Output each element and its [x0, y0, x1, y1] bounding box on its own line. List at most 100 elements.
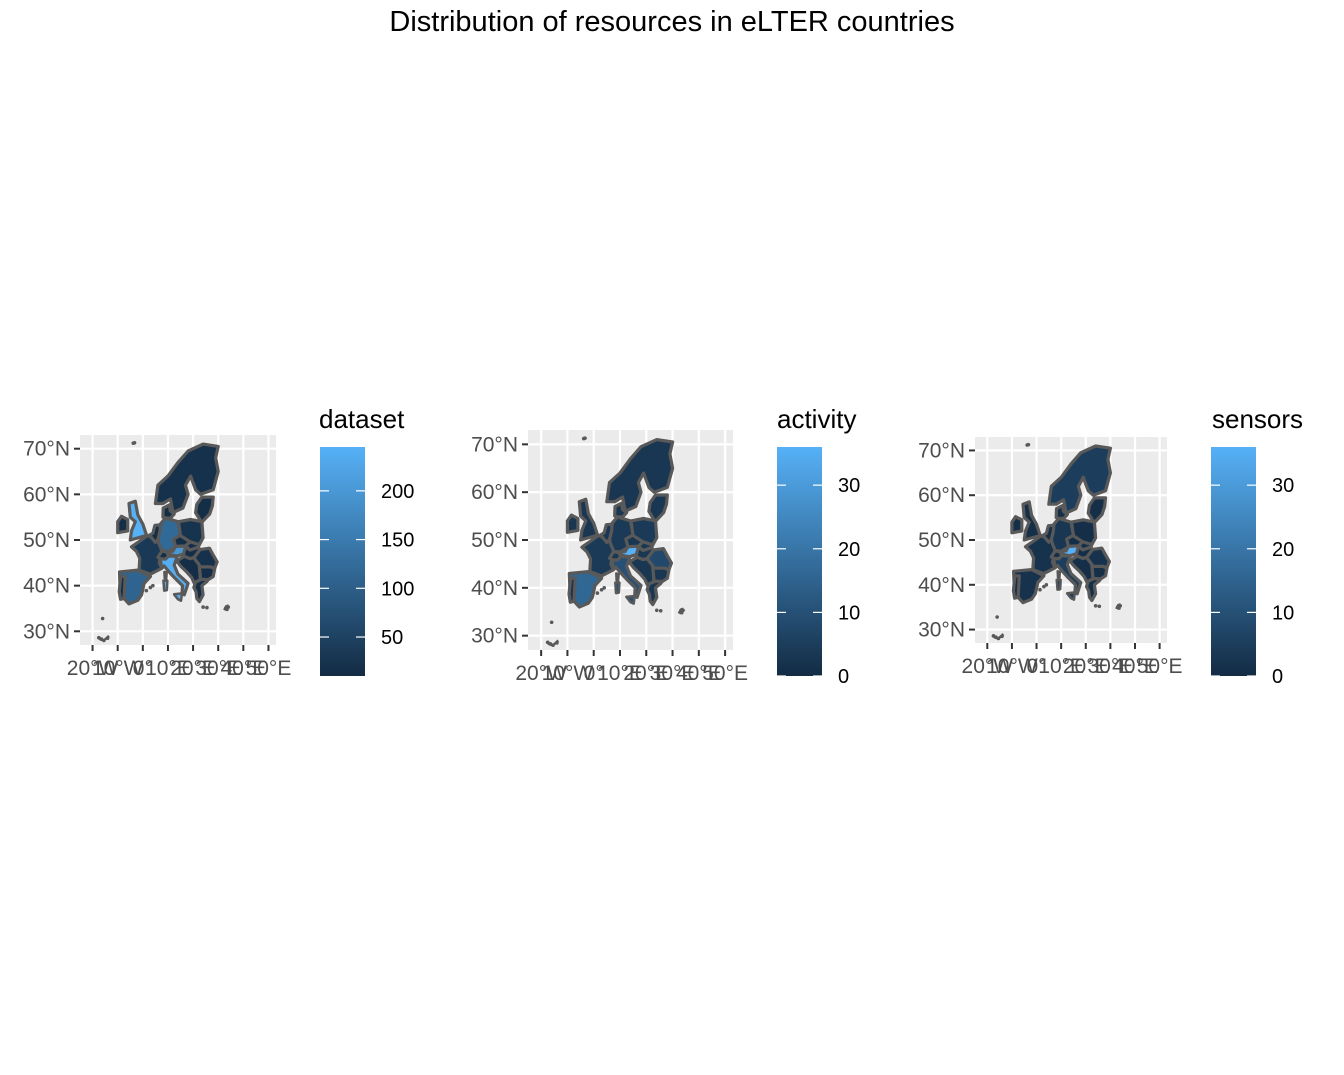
- island-cyprus: [677, 607, 685, 615]
- country-ch: [156, 549, 171, 561]
- lon-tick-label: 20°E: [623, 662, 669, 685]
- country-uk: [1021, 500, 1042, 542]
- island-corsica: [615, 572, 620, 583]
- country-benelux: [1041, 523, 1056, 544]
- island-sicily: [1065, 591, 1077, 601]
- island-dot: [1093, 604, 1098, 608]
- country-benelux: [598, 522, 614, 545]
- island-corsica: [1056, 570, 1062, 580]
- lon-tick-label: 0°: [1026, 655, 1046, 678]
- island-dot: [132, 440, 137, 445]
- lon-tick-label: 40°E: [676, 662, 722, 685]
- legend-label: 0: [838, 666, 849, 688]
- legend-label: 30: [1272, 475, 1294, 497]
- country-ie: [1010, 515, 1024, 535]
- lon-tick-label: 30°E: [195, 657, 241, 680]
- lat-tick-label: 50°N: [471, 529, 518, 552]
- legend-label: 20: [838, 539, 860, 561]
- lon-tick-label: 0°: [133, 657, 153, 680]
- lon-tick-label: 10°E: [597, 662, 643, 685]
- legend-title: sensors: [1212, 404, 1303, 434]
- legend-label: 50: [381, 627, 403, 649]
- lon-tick-label: 50°E: [1137, 655, 1183, 678]
- island-dot: [151, 583, 155, 588]
- lon-tick-label: 50°E: [246, 657, 292, 680]
- map-panel-sensors: 70°N60°N50°N40°N30°N20°W10°W0°10°E20°E30…: [918, 404, 1303, 688]
- page-title: Distribution of resources in eLTER count…: [389, 6, 955, 38]
- legend-label: 20: [1272, 539, 1294, 561]
- island-dot: [602, 586, 607, 590]
- legend-title: activity: [777, 404, 856, 434]
- lon-tick-label: 50°E: [702, 662, 748, 685]
- lat-tick-label: 70°N: [918, 439, 965, 462]
- lat-tick-label: 60°N: [23, 483, 70, 506]
- island-canaries: [545, 639, 560, 647]
- lon-tick-label: 0°: [584, 662, 604, 685]
- lat-tick-label: 40°N: [23, 575, 70, 598]
- country-it: [158, 554, 190, 597]
- island-canaries: [96, 635, 110, 642]
- lat-tick-label: 60°N: [471, 481, 518, 504]
- country-baltic: [194, 495, 215, 524]
- island-dot: [654, 608, 659, 613]
- lon-tick-label: 20°W: [962, 655, 1014, 678]
- lon-tick-label: 40°E: [1112, 655, 1158, 678]
- legend-label: 150: [381, 530, 414, 552]
- country-gr: [1084, 576, 1103, 603]
- lat-tick-label: 30°N: [471, 625, 518, 648]
- island-dot: [599, 587, 604, 592]
- legend-label: 200: [381, 481, 414, 503]
- island-dot: [1044, 582, 1049, 587]
- country-pt: [1011, 574, 1021, 600]
- lat-tick-label: 70°N: [471, 433, 518, 456]
- country-ch: [607, 549, 623, 562]
- country-dk: [161, 503, 176, 520]
- legend-label: 10: [1272, 602, 1294, 624]
- country-nordic: [153, 442, 220, 515]
- lon-tick-label: 20°W: [515, 662, 567, 685]
- island-sardinia: [614, 581, 621, 595]
- lat-tick-label: 70°N: [23, 438, 70, 461]
- legend-label: 30: [838, 475, 860, 497]
- island-dot: [1038, 587, 1042, 592]
- island-dot: [549, 620, 554, 625]
- legend-colorbar: [320, 447, 365, 676]
- island-dot: [205, 605, 209, 610]
- island-dot: [201, 605, 205, 609]
- island-dot: [995, 615, 999, 619]
- island-dot: [144, 588, 149, 593]
- island-dot: [1026, 442, 1031, 447]
- country-nordic: [605, 438, 675, 513]
- lon-tick-label: 10°W: [92, 657, 144, 680]
- island-sardinia: [1055, 578, 1062, 591]
- lon-tick-label: 10°W: [986, 655, 1038, 678]
- lat-tick-label: 40°N: [918, 574, 965, 597]
- island-dot: [658, 608, 663, 613]
- country-baltic: [647, 493, 669, 523]
- island-sardinia: [162, 579, 169, 592]
- lon-tick-label: 20°W: [67, 657, 119, 680]
- lat-tick-label: 30°N: [23, 620, 70, 643]
- lon-tick-label: 10°E: [1038, 655, 1084, 678]
- country-uk: [127, 499, 149, 542]
- island-sicily: [172, 592, 184, 602]
- country-ie: [116, 514, 130, 535]
- island-dot: [595, 591, 600, 595]
- island-dot: [100, 616, 105, 621]
- island-dot: [1097, 604, 1102, 609]
- lat-tick-label: 50°N: [918, 529, 965, 552]
- lat-tick-label: 50°N: [23, 529, 70, 552]
- lat-tick-label: 40°N: [471, 577, 518, 600]
- country-gr: [192, 577, 210, 604]
- legend-label: 0: [1272, 666, 1283, 688]
- country-dk: [613, 501, 629, 519]
- island-cyprus: [1115, 603, 1122, 610]
- island-sicily: [625, 594, 636, 605]
- country-uk: [577, 497, 600, 542]
- legend-label: 100: [381, 578, 414, 600]
- legend-title: dataset: [319, 404, 405, 434]
- country-benelux: [147, 523, 162, 544]
- country-nordic: [1047, 444, 1113, 515]
- lon-tick-label: 20°E: [170, 657, 216, 680]
